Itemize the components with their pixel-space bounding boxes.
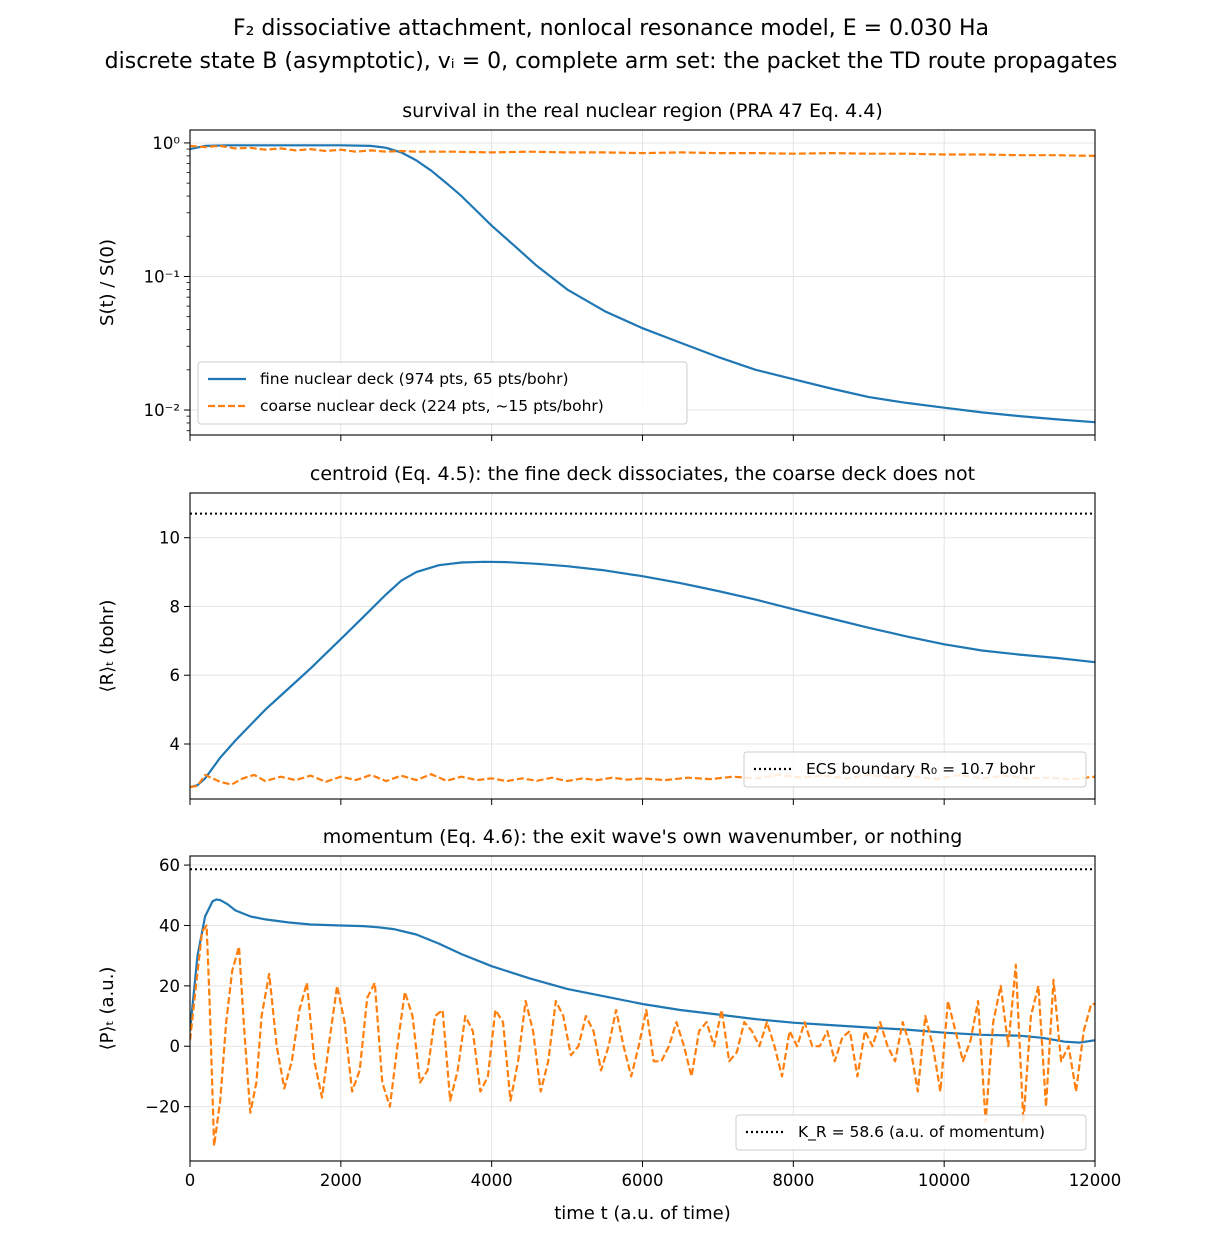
- legend-label: K_R = 58.6 (a.u. of momentum): [798, 1123, 1045, 1142]
- figure-title-line-2: discrete state B (asymptotic), vᵢ = 0, c…: [105, 49, 1118, 74]
- legend-box: [735, 1114, 1087, 1151]
- chart-panels: 10⁰ 10⁻¹ 10⁻² survival in the real nuclear …: [97, 100, 1121, 1224]
- x-tick-label: 0: [185, 1171, 196, 1190]
- x-axis-label: time t (a.u. of time): [554, 1203, 731, 1224]
- y-tick-label: −20: [145, 1098, 180, 1117]
- panel-title: survival in the real nuclear region (PRA…: [402, 100, 883, 122]
- series-group: [190, 144, 1095, 424]
- x-tick-label: 10000: [918, 1171, 971, 1190]
- panel-2: 4 6 8 10 centroid (Eq. 4.5): the fine deck d…: [97, 463, 1096, 805]
- legend: fine nuclear deck (974 pts, 65 pts/bohr)…: [197, 361, 688, 425]
- x-tick-label: 8000: [772, 1171, 814, 1190]
- y-axis-label: S(t) / S(0): [97, 239, 118, 326]
- panel-3: 0 2000 4000 6000 8000 10000 12000 −20 0 20 40 60 mom…: [97, 826, 1121, 1224]
- y-tick-label: 40: [159, 916, 180, 935]
- series-line-2: [190, 144, 1095, 157]
- panel-1: 10⁰ 10⁻¹ 10⁻² survival in the real nuclear …: [97, 100, 1096, 441]
- figure-title-line-1: F₂ dissociative attachment, nonlocal res…: [233, 16, 989, 41]
- y-tick-label: 8: [170, 597, 181, 616]
- x-tick-label: 6000: [622, 1171, 664, 1190]
- y-tick-label: 10⁻¹: [144, 267, 180, 286]
- legend-box: [197, 361, 688, 425]
- legend: ECS boundary R₀ = 10.7 bohr: [743, 751, 1087, 788]
- y-tick-label: 4: [170, 735, 181, 754]
- legend-label: coarse nuclear deck (224 pts, ~15 pts/bo…: [260, 397, 604, 415]
- x-tick-label: 12000: [1069, 1171, 1122, 1190]
- series-line-2: [190, 924, 1095, 1148]
- panel-title: centroid (Eq. 4.5): the fine deck dissoc…: [310, 463, 975, 485]
- series-line-1: [190, 898, 1095, 1044]
- series-group: [190, 868, 1095, 1148]
- legend-box: [743, 751, 1087, 788]
- panel-title: momentum (Eq. 4.6): the exit wave's own …: [323, 826, 963, 848]
- y-tick-label: 10: [159, 529, 180, 548]
- series-line-1: [190, 144, 1095, 424]
- legend: K_R = 58.6 (a.u. of momentum): [735, 1114, 1087, 1151]
- y-axis-label: ⟨P⟩ₜ (a.u.): [97, 967, 118, 1051]
- y-tick-label: 0: [170, 1037, 181, 1056]
- y-tick-label: 20: [159, 977, 180, 996]
- y-tick-label: 60: [159, 856, 180, 875]
- y-tick-label: 10⁰: [152, 134, 180, 153]
- legend-label: ECS boundary R₀ = 10.7 bohr: [806, 760, 1036, 778]
- x-tick-label: 4000: [471, 1171, 513, 1190]
- y-tick-label: 6: [170, 666, 181, 685]
- x-tick-label: 2000: [320, 1171, 362, 1190]
- y-tick-label: 10⁻²: [144, 401, 180, 420]
- legend-label: fine nuclear deck (974 pts, 65 pts/bohr): [260, 370, 569, 388]
- series-line-1: [190, 560, 1095, 789]
- y-axis-label: ⟨R⟩ₜ (bohr): [97, 600, 118, 693]
